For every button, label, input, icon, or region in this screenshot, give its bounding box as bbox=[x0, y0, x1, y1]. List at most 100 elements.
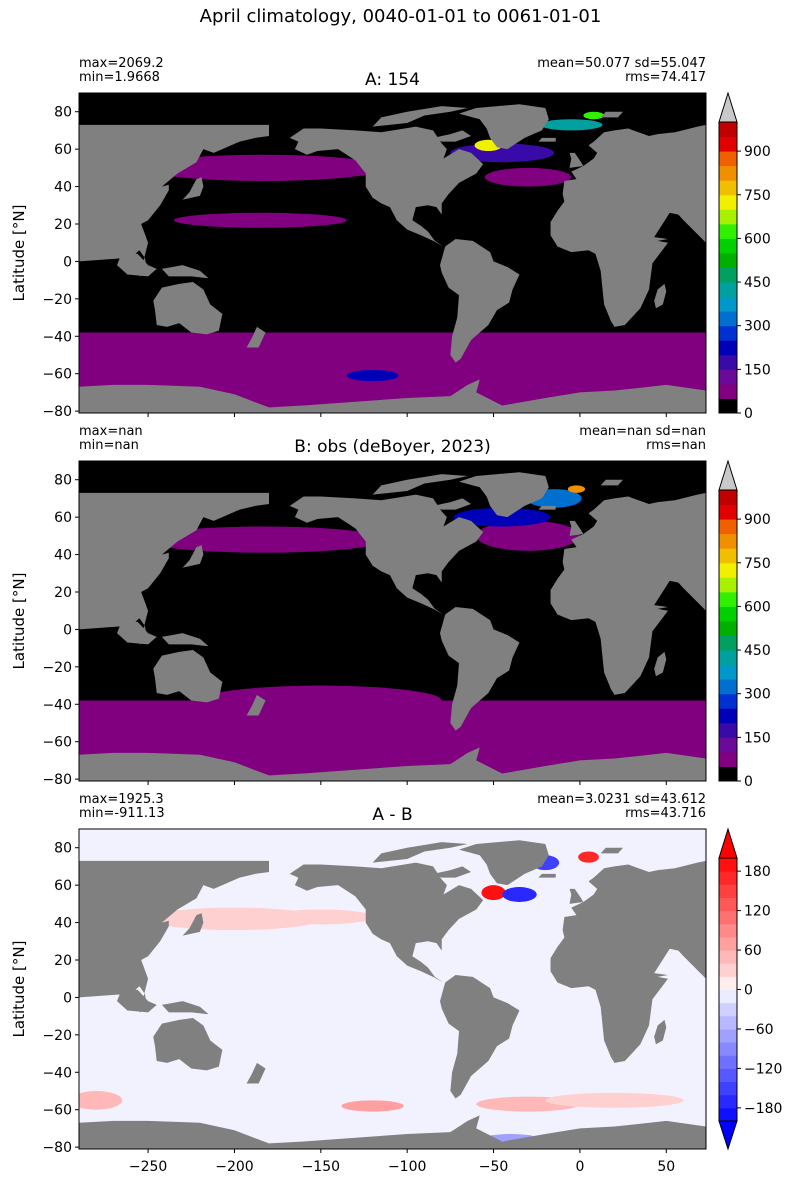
ocean-field-feature bbox=[476, 520, 580, 551]
y-tick-label: 80 bbox=[54, 473, 72, 489]
colorbar-segment bbox=[719, 1068, 737, 1083]
figure-suptitle: April climatology, 0040-01-01 to 0061-01… bbox=[199, 6, 602, 27]
y-tick-label: −20 bbox=[42, 660, 72, 676]
ocean-field-feature bbox=[174, 212, 347, 228]
ocean-field-feature bbox=[199, 685, 442, 716]
y-tick-label: −60 bbox=[42, 367, 72, 383]
y-tick-label: −60 bbox=[42, 735, 72, 751]
colorbar-tick-label: 750 bbox=[744, 556, 771, 572]
axes-frame bbox=[78, 460, 707, 782]
ocean-field-feature bbox=[142, 526, 385, 553]
colorbar-segment bbox=[719, 1002, 737, 1017]
colorbar-segment bbox=[719, 238, 737, 254]
ocean-field-feature bbox=[450, 143, 554, 163]
y-tick-label: 20 bbox=[54, 217, 72, 233]
colorbar-tick-label: 900 bbox=[744, 512, 771, 528]
y-tick-label: 0 bbox=[63, 254, 72, 270]
ocean-field-feature bbox=[484, 167, 572, 187]
y-tick-label: −80 bbox=[42, 772, 72, 788]
colorbar-tick-label: 0 bbox=[744, 406, 753, 422]
x-tick-label: −100 bbox=[388, 1159, 426, 1175]
colorbar-tick-label: 120 bbox=[744, 904, 771, 920]
colorbar-segment bbox=[719, 296, 737, 312]
y-tick-label: 40 bbox=[54, 180, 72, 196]
colorbar-segment bbox=[719, 180, 737, 196]
colorbar-segment bbox=[719, 548, 737, 564]
colorbar-segment bbox=[719, 136, 737, 152]
y-tick-label: −60 bbox=[42, 1103, 72, 1119]
colorbar-segment bbox=[719, 562, 737, 578]
colorbar-segment bbox=[719, 533, 737, 549]
colorbar-segment bbox=[719, 679, 737, 695]
colorbar-segment bbox=[719, 620, 737, 636]
colorbar-tick-label: −60 bbox=[744, 1022, 774, 1038]
panel-c: 80 60 40 20 0 −20 −40 −60 −80 Latitude [°N] −250 −2… bbox=[10, 827, 782, 1175]
colorbar-tick-label: 900 bbox=[744, 144, 771, 160]
colorbar-segment bbox=[719, 151, 737, 167]
colorbar-segment bbox=[719, 1107, 737, 1122]
ocean-field-feature bbox=[540, 119, 603, 131]
y-tick-label: −20 bbox=[42, 1028, 72, 1044]
axes-frame bbox=[78, 92, 707, 414]
colorbar-segment bbox=[719, 1094, 737, 1109]
colorbar-segment bbox=[719, 282, 737, 298]
y-tick-label: −80 bbox=[42, 404, 72, 420]
colorbar-tick-label: 300 bbox=[744, 687, 771, 703]
colorbar-segment bbox=[719, 398, 737, 414]
y-axis-label: Latitude [°N] bbox=[10, 941, 28, 1038]
panel-b-mean-sd: mean=nan sd=nan bbox=[579, 424, 706, 439]
ocean-field-feature bbox=[79, 1090, 123, 1110]
colorbar-extend-max bbox=[718, 91, 738, 123]
axes-frame bbox=[78, 828, 707, 1150]
colorbar-segment bbox=[719, 693, 737, 709]
ocean-field-feature bbox=[341, 1100, 404, 1112]
colorbar-segment bbox=[719, 910, 737, 925]
ocean-field-feature bbox=[545, 1092, 684, 1108]
panel-b-min: min=nan bbox=[79, 438, 139, 453]
panel-c-min: min=-911.13 bbox=[79, 806, 165, 821]
colorbar-segment bbox=[719, 635, 737, 651]
colorbar-segment bbox=[719, 1055, 737, 1069]
colorbar-segment bbox=[719, 1081, 737, 1096]
ocean-field-feature bbox=[269, 909, 373, 925]
ocean-field-feature bbox=[346, 369, 399, 382]
y-tick-label: −40 bbox=[42, 1065, 72, 1081]
panel-a: 80 60 40 20 0 −20 −40 −60 −80 Latitude [°N] 0 150 30… bbox=[10, 91, 771, 422]
colorbar-segment bbox=[719, 122, 737, 138]
colorbar-segment bbox=[719, 252, 737, 268]
ocean-field-feature bbox=[567, 485, 586, 493]
y-tick-label: 40 bbox=[54, 916, 72, 932]
colorbar-segment bbox=[719, 1042, 737, 1056]
ocean-field-feature bbox=[142, 154, 385, 181]
colorbar-segment bbox=[719, 504, 737, 520]
colorbar-tick-label: 450 bbox=[744, 275, 771, 291]
colorbar-segment bbox=[719, 194, 737, 210]
x-tick-label: −250 bbox=[129, 1159, 167, 1175]
panel-b-rms: rms=nan bbox=[646, 438, 706, 453]
colorbar: 0 150 300 450 600 750 900 bbox=[718, 459, 771, 790]
panel-a-mean-sd: mean=50.077 sd=55.047 bbox=[537, 56, 706, 71]
colorbar-segment bbox=[719, 650, 737, 666]
colorbar-segment bbox=[719, 209, 737, 225]
y-tick-label: 80 bbox=[54, 841, 72, 857]
panel-a-min: min=1.9668 bbox=[79, 70, 160, 85]
colorbar-segment bbox=[719, 708, 737, 724]
colorbar-segment bbox=[719, 923, 737, 938]
panel-a-max: max=2069.2 bbox=[79, 56, 164, 71]
colorbar-segment bbox=[719, 340, 737, 356]
colorbar-tick-label: 0 bbox=[744, 774, 753, 790]
colorbar-tick-label: −120 bbox=[744, 1061, 782, 1077]
y-tick-label: 60 bbox=[54, 878, 72, 894]
y-axis-label: Latitude [°N] bbox=[10, 205, 28, 302]
panel-c-title: A - B bbox=[372, 805, 413, 825]
colorbar-tick-label: 300 bbox=[744, 319, 771, 335]
colorbar-segment bbox=[719, 606, 737, 622]
panel-b-max: max=nan bbox=[79, 424, 143, 439]
ocean-field-feature bbox=[578, 851, 599, 863]
x-tick-label: −150 bbox=[302, 1159, 340, 1175]
colorbar-extend-max bbox=[718, 827, 738, 859]
colorbar-segment bbox=[719, 858, 737, 872]
colorbar-tick-label: 600 bbox=[744, 231, 771, 247]
colorbar-segment bbox=[719, 884, 737, 898]
